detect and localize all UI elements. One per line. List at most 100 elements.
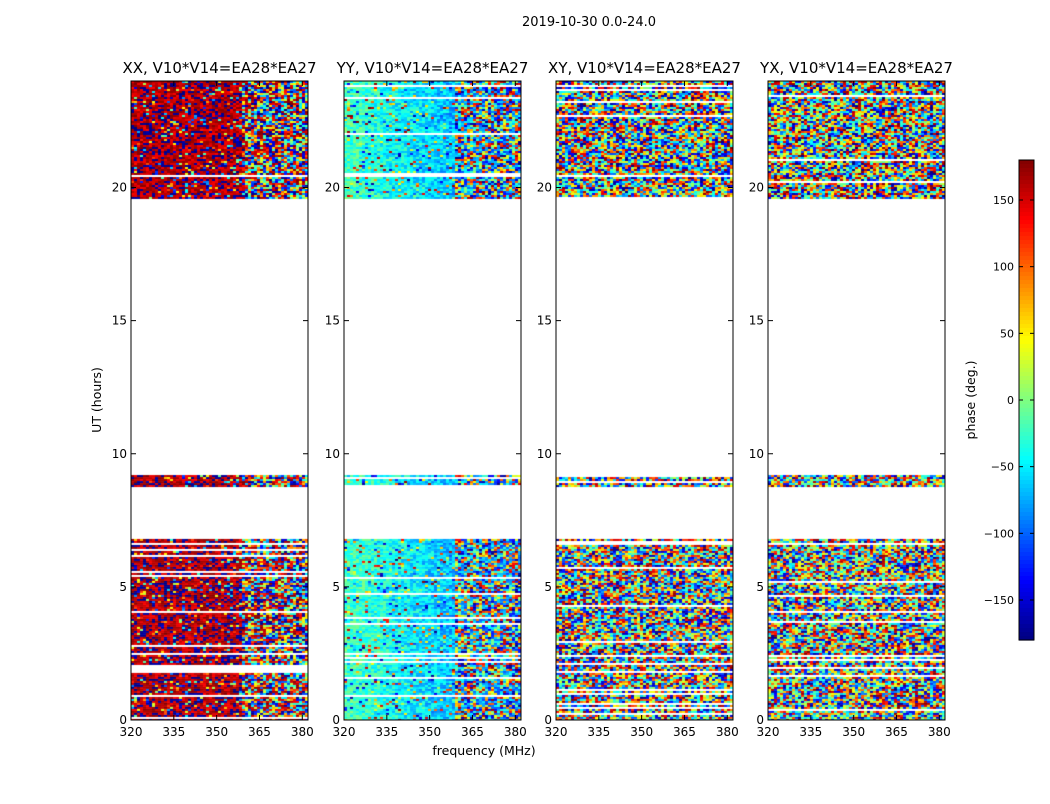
colorbar-segment — [1019, 372, 1034, 377]
colorbar: 150 100 50 0 −50 −100 −150 — [984, 159, 1035, 641]
colorbar-segment — [1019, 244, 1034, 249]
x-tick-label: 380 — [291, 725, 314, 739]
heatmap-image — [131, 81, 308, 720]
y-tick-label: 5 — [332, 580, 340, 594]
panels: XX, V10*V14=EA28*EA27 320 335 350 365 380 0 5 10… — [112, 59, 953, 739]
colorbar-segment — [1019, 620, 1034, 625]
colorbar-segment — [1019, 364, 1034, 369]
x-tick-label: 365 — [248, 725, 271, 739]
colorbar-segment — [1019, 184, 1034, 189]
x-tick-label: 365 — [461, 725, 484, 739]
colorbar-segment — [1019, 276, 1034, 281]
colorbar-segment — [1019, 576, 1034, 581]
colorbar-segment — [1019, 524, 1034, 529]
colorbar-segment — [1019, 220, 1034, 225]
colorbar-segment — [1019, 512, 1034, 517]
colorbar-segment — [1019, 532, 1034, 537]
x-tick-label: 335 — [162, 725, 185, 739]
colorbar-segment — [1019, 264, 1034, 269]
colorbar-segment — [1019, 160, 1034, 165]
y-tick-label: 10 — [112, 447, 127, 461]
colorbar-segment — [1019, 176, 1034, 181]
colorbar-segment — [1019, 200, 1034, 205]
colorbar-segment — [1019, 280, 1034, 285]
colorbar-segment — [1019, 440, 1034, 445]
x-tick-label: 320 — [333, 725, 356, 739]
colorbar-segment — [1019, 272, 1034, 277]
x-tick-label: 365 — [885, 725, 908, 739]
axes-frame — [130, 80, 309, 721]
colorbar-segment — [1019, 324, 1034, 329]
axes-frame — [343, 80, 522, 721]
colorbar-segment — [1019, 432, 1034, 437]
colorbar-segment — [1019, 508, 1034, 513]
colorbar-segment — [1019, 376, 1034, 381]
x-tick-label: 380 — [716, 725, 739, 739]
colorbar-segment — [1019, 560, 1034, 565]
colorbar-segment — [1019, 336, 1034, 341]
x-tick-label: 365 — [673, 725, 696, 739]
colorbar-segment — [1019, 348, 1034, 353]
colorbar-segment — [1019, 268, 1034, 273]
y-tick-label: 0 — [332, 713, 340, 727]
y-tick-label: 20 — [112, 181, 127, 195]
y-tick-label: 15 — [325, 314, 340, 328]
y-tick-label: 15 — [112, 314, 127, 328]
colorbar-segment — [1019, 188, 1034, 193]
colorbar-segment — [1019, 604, 1034, 609]
colorbar-segment — [1019, 248, 1034, 253]
colorbar-segment — [1019, 504, 1034, 509]
colorbar-segment — [1019, 564, 1034, 569]
colorbar-segment — [1019, 548, 1034, 553]
panel-title: YX, V10*V14=EA28*EA27 — [759, 59, 953, 77]
colorbar-segment — [1019, 488, 1034, 493]
colorbar-segment — [1019, 404, 1034, 409]
panel-1: XX, V10*V14=EA28*EA27 320 335 350 365 380 0 5 10… — [112, 59, 317, 739]
colorbar-segment — [1019, 168, 1034, 173]
colorbar-segment — [1019, 436, 1034, 441]
colorbar-segment — [1019, 208, 1034, 213]
colorbar-segment — [1019, 572, 1034, 577]
colorbar-segment — [1019, 380, 1034, 385]
colorbar-segment — [1019, 360, 1034, 365]
x-tick-label: 335 — [587, 725, 610, 739]
y-tick-label: 0 — [119, 713, 127, 727]
colorbar-segment — [1019, 296, 1034, 301]
y-axis-label: UT (hours) — [89, 367, 104, 433]
colorbar-segment — [1019, 300, 1034, 305]
colorbar-segment — [1019, 228, 1034, 233]
x-tick-label: 380 — [504, 725, 527, 739]
panel-4: YX, V10*V14=EA28*EA27 320 335 350 365 380 0 5 10… — [749, 59, 953, 739]
axes-frame — [555, 80, 734, 721]
y-tick-label: 20 — [325, 181, 340, 195]
colorbar-segment — [1019, 616, 1034, 621]
colorbar-tick-label: −150 — [984, 594, 1014, 607]
colorbar-segment — [1019, 240, 1034, 245]
y-tick-label: 5 — [119, 580, 127, 594]
colorbar-segment — [1019, 476, 1034, 481]
colorbar-segment — [1019, 600, 1034, 605]
colorbar-segment — [1019, 392, 1034, 397]
colorbar-segment — [1019, 384, 1034, 389]
colorbar-segment — [1019, 492, 1034, 497]
colorbar-segment — [1019, 252, 1034, 257]
colorbar-segment — [1019, 284, 1034, 289]
y-tick-label: 5 — [756, 580, 764, 594]
colorbar-segment — [1019, 528, 1034, 533]
colorbar-segment — [1019, 536, 1034, 541]
colorbar-segment — [1019, 232, 1034, 237]
colorbar-segment — [1019, 344, 1034, 349]
x-tick-label: 335 — [799, 725, 822, 739]
colorbar-segment — [1019, 164, 1034, 169]
y-tick-label: 15 — [749, 314, 764, 328]
y-tick-label: 10 — [325, 447, 340, 461]
y-tick-label: 10 — [537, 447, 552, 461]
colorbar-segment — [1019, 596, 1034, 601]
colorbar-segment — [1019, 464, 1034, 469]
colorbar-segment — [1019, 212, 1034, 217]
colorbar-tick-label: 100 — [993, 261, 1014, 274]
x-tick-label: 350 — [418, 725, 441, 739]
heatmap-image — [768, 81, 945, 720]
colorbar-tick-label: −50 — [991, 461, 1014, 474]
colorbar-segment — [1019, 460, 1034, 465]
